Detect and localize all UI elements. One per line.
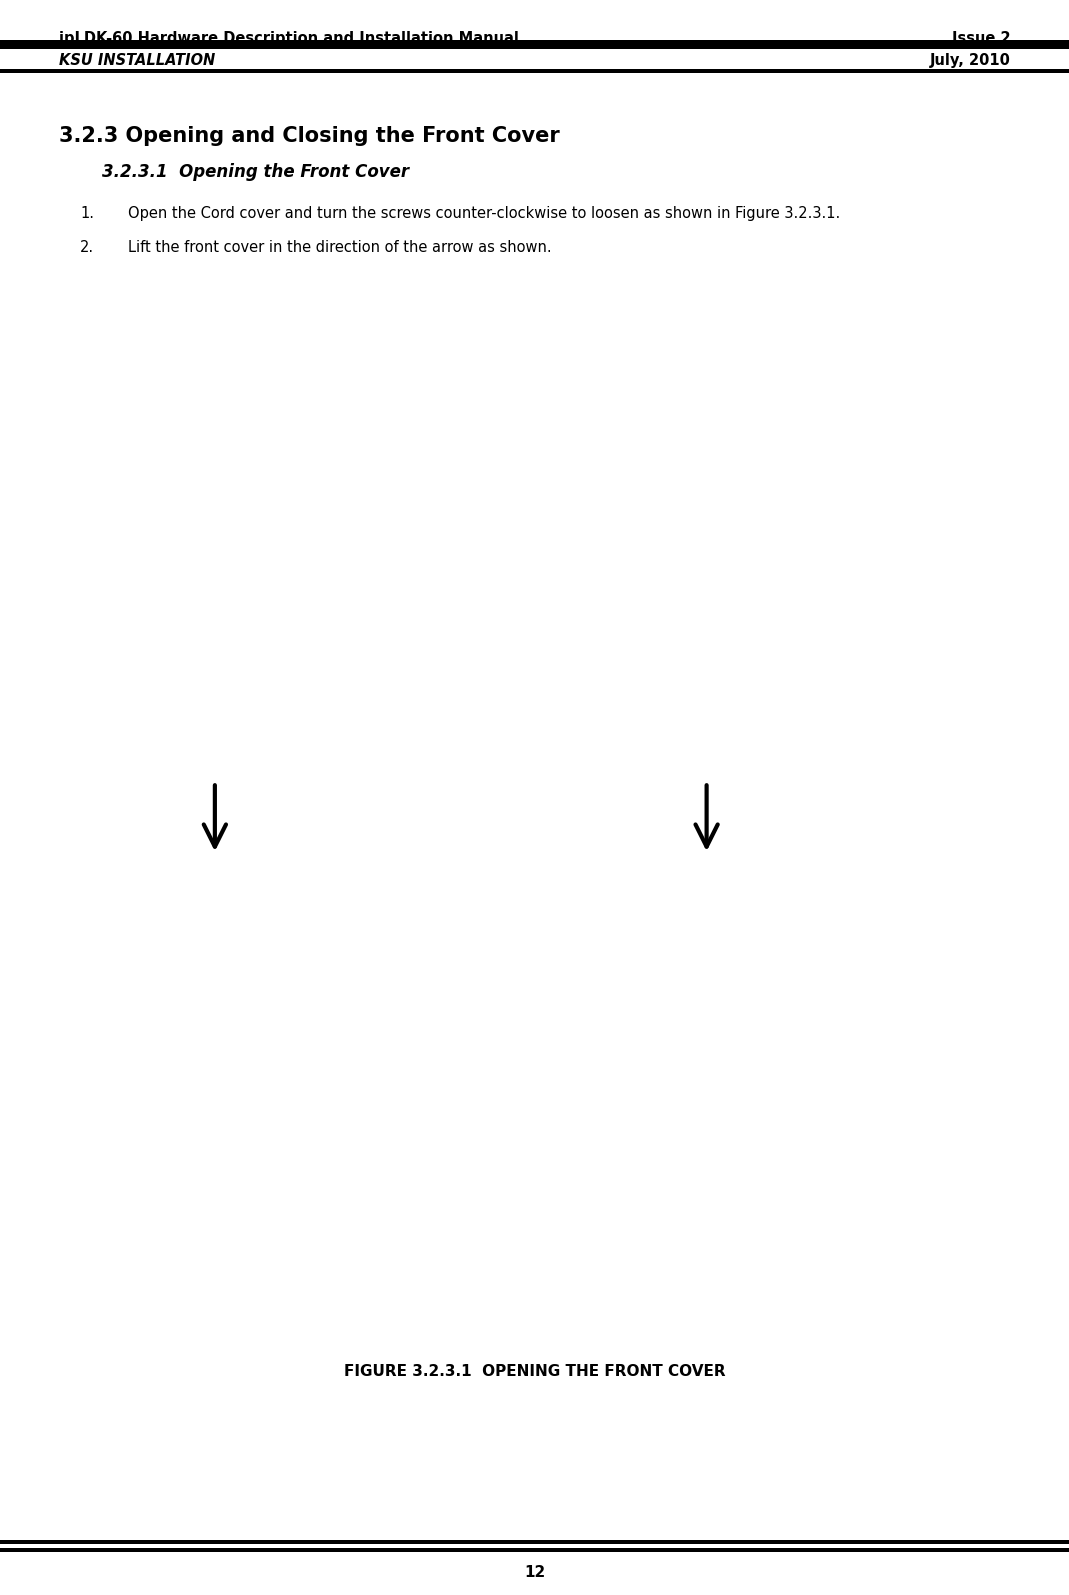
Bar	[0, 1547, 1069, 1552]
Text: 3.2.3.1  Opening the Front Cover: 3.2.3.1 Opening the Front Cover	[102, 163, 408, 182]
Text: Issue 2: Issue 2	[951, 30, 1010, 46]
Text: 1.: 1.	[80, 206, 94, 222]
Text: July, 2010: July, 2010	[929, 53, 1010, 69]
Bar	[0, 1541, 1069, 1544]
Bar	[540, 861, 1021, 1329]
Text: Lift the front cover in the direction of the arrow as shown.: Lift the front cover in the direction of…	[128, 239, 552, 255]
Bar	[43, 300, 1026, 1337]
Text: 3.2.3 Opening and Closing the Front Cover: 3.2.3 Opening and Closing the Front Cove…	[59, 126, 559, 145]
Bar	[0, 69, 1069, 72]
Text: Open the Cord cover and turn the screws counter-clockwise to loosen as shown in : Open the Cord cover and turn the screws …	[128, 206, 840, 222]
Text: 2.: 2.	[80, 239, 94, 255]
Text: ipLDK-60 Hardware Description and Installation Manual: ipLDK-60 Hardware Description and Instal…	[59, 30, 518, 46]
Text: 12: 12	[524, 1565, 545, 1581]
Bar	[0, 40, 1069, 49]
Text: KSU INSTALLATION: KSU INSTALLATION	[59, 53, 215, 69]
Bar	[48, 308, 529, 775]
Bar	[48, 861, 529, 1329]
Bar	[540, 308, 1021, 775]
Text: FIGURE 3.2.3.1  OPENING THE FRONT COVER: FIGURE 3.2.3.1 OPENING THE FRONT COVER	[344, 1364, 725, 1380]
